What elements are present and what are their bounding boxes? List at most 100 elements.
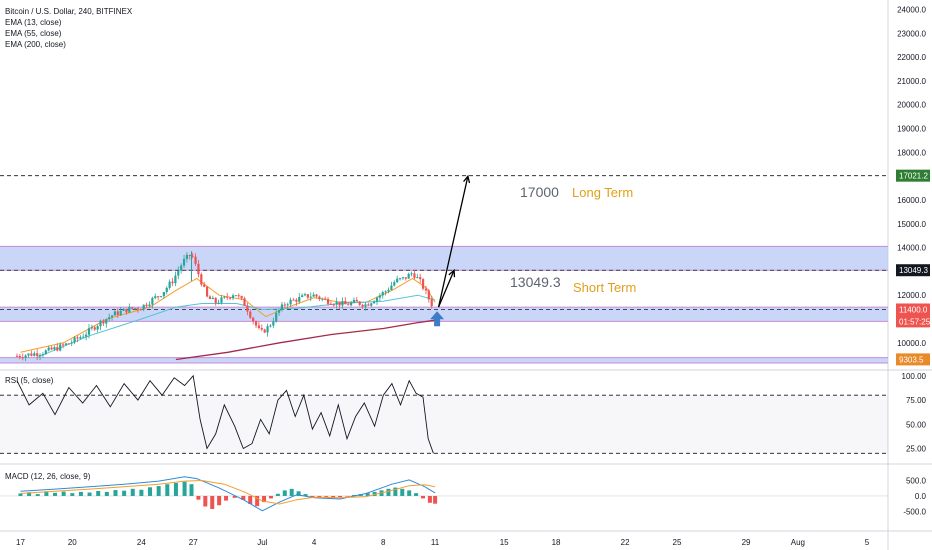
legend-ema-200[interactable]: EMA (200, close) bbox=[5, 40, 66, 49]
arrow-head bbox=[448, 268, 456, 278]
macd-histogram-bar bbox=[232, 495, 237, 498]
time-tick-label: 18 bbox=[552, 538, 561, 547]
candle-body bbox=[162, 292, 165, 297]
candle-body bbox=[41, 354, 45, 356]
candle-body bbox=[407, 273, 410, 279]
candle-body bbox=[200, 274, 203, 285]
candle-body bbox=[358, 301, 361, 305]
candle-body bbox=[197, 263, 200, 275]
legend-macd[interactable]: MACD (12, 26, close, 9) bbox=[5, 472, 91, 481]
macd-histogram-bar bbox=[282, 490, 287, 496]
candle-body bbox=[257, 325, 261, 329]
macd-histogram-bar bbox=[165, 484, 170, 496]
candle-body bbox=[234, 295, 237, 297]
candle-body bbox=[252, 317, 255, 322]
candle-body bbox=[292, 299, 295, 301]
time-tick-label: 11 bbox=[431, 538, 440, 547]
price-tick-label: 23000.0 bbox=[897, 29, 926, 38]
price-tick-label: 10000.0 bbox=[897, 339, 926, 348]
candle-body bbox=[404, 277, 407, 279]
support-resistance-zone bbox=[0, 307, 888, 322]
macd-histogram-bar bbox=[196, 495, 201, 500]
legend-ema-13[interactable]: EMA (13, close) bbox=[5, 18, 62, 27]
time-tick-label: 24 bbox=[137, 538, 146, 547]
macd-histogram-bar bbox=[224, 495, 229, 501]
ema-line bbox=[20, 277, 436, 353]
short-term-label: Short Term bbox=[573, 280, 636, 295]
candle-body bbox=[387, 289, 390, 292]
candle-body bbox=[47, 347, 50, 351]
candle-body bbox=[318, 296, 321, 299]
candle-body bbox=[99, 320, 102, 327]
macd-histogram-bar bbox=[182, 481, 187, 496]
candle-body bbox=[159, 296, 163, 298]
candle-body bbox=[266, 326, 269, 333]
macd-histogram-bar bbox=[262, 495, 267, 503]
candle-body bbox=[148, 304, 151, 306]
price-tick-label: 12000.0 bbox=[897, 291, 926, 300]
candle-body bbox=[171, 281, 174, 284]
candle-body bbox=[390, 285, 393, 290]
candle-body bbox=[27, 353, 30, 356]
macd-histogram-bar bbox=[351, 495, 356, 496]
macd-histogram-bar bbox=[393, 487, 398, 496]
macd-line bbox=[20, 476, 436, 512]
price-tick-label: 21000.0 bbox=[897, 77, 926, 86]
macd-histogram-bar bbox=[310, 495, 315, 498]
candle-body bbox=[136, 308, 140, 310]
rsi-tick-label: 75.00 bbox=[906, 396, 927, 405]
candle-body bbox=[168, 281, 171, 288]
candle-body bbox=[381, 292, 384, 296]
legend-rsi[interactable]: RSI (5, close) bbox=[5, 376, 54, 385]
candle-body bbox=[237, 295, 240, 297]
ema-line bbox=[37, 294, 436, 358]
candle-body bbox=[249, 311, 252, 318]
candle-body bbox=[352, 299, 356, 303]
time-tick-label: 25 bbox=[673, 538, 682, 547]
candle-body bbox=[283, 304, 286, 306]
projection-arrow bbox=[437, 269, 455, 308]
candle-body bbox=[384, 291, 387, 293]
candle-body bbox=[145, 304, 148, 306]
price-tick-label: 18000.0 bbox=[897, 148, 926, 157]
macd-histogram-bar bbox=[372, 491, 377, 496]
candle-body bbox=[73, 337, 76, 343]
candle-body bbox=[344, 301, 347, 305]
candle-body bbox=[361, 304, 364, 307]
candle-body bbox=[142, 304, 145, 310]
legend-ema-55[interactable]: EMA (55, close) bbox=[5, 29, 62, 38]
macd-histogram-bar bbox=[427, 495, 432, 503]
macd-histogram-bar bbox=[139, 489, 144, 496]
candle-body bbox=[301, 295, 304, 297]
candle-body bbox=[33, 353, 36, 356]
candle-body bbox=[355, 299, 358, 302]
price-tick-label: 20000.0 bbox=[897, 101, 926, 110]
candle-body bbox=[90, 327, 93, 329]
ema-line bbox=[175, 319, 436, 361]
candle-body bbox=[430, 299, 433, 307]
macd-histogram-bar bbox=[70, 493, 75, 496]
macd-histogram-bar bbox=[248, 495, 253, 504]
candle-body bbox=[378, 295, 381, 298]
macd-histogram-bar bbox=[53, 492, 58, 496]
candle-body bbox=[96, 326, 99, 330]
macd-tick-label: 500.0 bbox=[906, 476, 927, 485]
candle-body bbox=[272, 321, 275, 326]
candle-body bbox=[44, 350, 47, 355]
candle-body bbox=[298, 296, 301, 302]
support-resistance-zone bbox=[0, 246, 888, 271]
macd-histogram-bar bbox=[113, 490, 118, 496]
candle-body bbox=[211, 297, 214, 300]
candle-body bbox=[410, 273, 413, 275]
time-tick-label: 15 bbox=[500, 538, 509, 547]
candle-body bbox=[122, 308, 125, 311]
candle-body bbox=[194, 256, 197, 264]
candle-body bbox=[188, 254, 191, 256]
candle-body bbox=[30, 353, 33, 356]
candle-body bbox=[326, 299, 330, 304]
price-tick-label: 16000.0 bbox=[897, 196, 926, 205]
macd-histogram-bar bbox=[173, 482, 178, 496]
candle-body bbox=[165, 287, 168, 293]
macd-histogram-bar bbox=[18, 493, 23, 496]
